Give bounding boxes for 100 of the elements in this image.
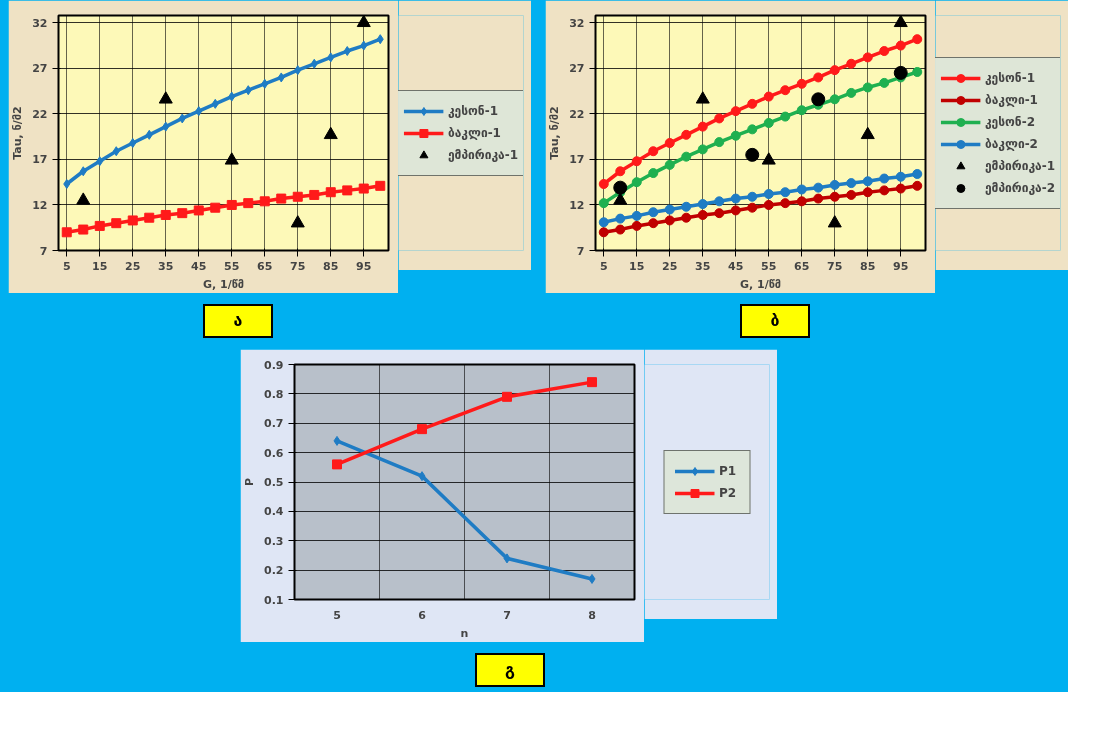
point — [829, 65, 840, 76]
point — [294, 65, 302, 76]
point — [343, 46, 351, 57]
x-tick-label: 45 — [728, 259, 744, 273]
x-tick-label: 35 — [695, 259, 711, 273]
point — [714, 137, 725, 148]
point — [895, 40, 906, 51]
x-tick-label: 5 — [62, 259, 71, 273]
point — [763, 117, 774, 128]
point — [796, 78, 807, 89]
x-tick-label: 45 — [191, 259, 207, 273]
point — [860, 126, 875, 140]
point — [893, 65, 908, 80]
x-tick-label: 85 — [860, 259, 876, 273]
point — [846, 178, 857, 189]
point — [145, 129, 153, 140]
point — [177, 208, 188, 219]
point — [862, 176, 873, 187]
point — [879, 185, 890, 196]
legend-label: კესონ-2 — [984, 114, 1035, 129]
point — [259, 196, 270, 207]
point — [598, 227, 609, 238]
point — [714, 208, 725, 219]
point — [210, 202, 221, 213]
point — [714, 113, 725, 124]
y-tick-label: 7 — [576, 244, 585, 258]
point — [292, 191, 303, 202]
point — [747, 124, 758, 135]
point — [325, 187, 336, 198]
point — [813, 193, 824, 204]
point — [503, 553, 511, 564]
point — [664, 215, 675, 226]
point — [327, 52, 335, 63]
legend-label: ემპირიკა-2 — [984, 180, 1056, 195]
point — [763, 199, 774, 210]
x-tick-label: 75 — [827, 259, 843, 273]
point — [827, 215, 842, 228]
point — [697, 209, 708, 220]
y-tick-label: 22 — [32, 107, 48, 121]
point — [178, 113, 186, 124]
point — [862, 187, 873, 198]
point — [780, 198, 791, 209]
point — [244, 85, 252, 96]
x-tick-label: 25 — [125, 259, 141, 273]
point — [160, 209, 171, 220]
point — [846, 58, 857, 69]
point — [195, 106, 203, 117]
point — [418, 471, 426, 482]
x-tick-label: 55 — [761, 259, 777, 273]
legend-label: P1 — [719, 463, 738, 478]
point — [417, 424, 427, 435]
y-tick-label: 0.6 — [264, 446, 284, 460]
point — [598, 198, 609, 209]
point — [158, 91, 173, 104]
point — [780, 111, 791, 122]
x-tick-label: 15 — [629, 259, 645, 273]
point — [277, 72, 285, 83]
point — [862, 82, 873, 93]
point — [747, 202, 758, 213]
point — [697, 199, 708, 210]
point — [94, 220, 105, 231]
point — [63, 179, 71, 190]
point — [588, 573, 596, 584]
point — [813, 182, 824, 193]
x-tick-label: 35 — [158, 259, 174, 273]
point — [912, 180, 923, 191]
y-axis-title: P — [243, 477, 257, 487]
point — [613, 180, 628, 195]
point — [763, 91, 774, 102]
y-tick-label: 27 — [569, 62, 585, 76]
point — [879, 173, 890, 184]
y-tick-label: 17 — [32, 153, 48, 167]
point — [912, 34, 923, 45]
y-tick-label: 22 — [569, 107, 585, 121]
point — [631, 177, 642, 188]
point — [79, 166, 87, 177]
x-tick-label: 5 — [333, 608, 341, 622]
y-tick-label: 12 — [569, 198, 585, 212]
x-tick-label: 85 — [323, 259, 339, 273]
point — [895, 183, 906, 194]
point — [162, 121, 170, 132]
point — [615, 224, 626, 235]
point — [502, 391, 512, 402]
point — [893, 15, 908, 28]
point — [730, 106, 741, 117]
point — [796, 184, 807, 195]
text: ბ — [770, 310, 780, 332]
point — [747, 98, 758, 109]
point — [587, 377, 597, 388]
x-tick-label: 5 — [599, 259, 608, 273]
legend-label: ბაკლი-1 — [447, 125, 501, 140]
y-tick-label: 12 — [32, 198, 48, 212]
point — [730, 205, 741, 216]
point — [681, 129, 692, 140]
point — [761, 152, 776, 165]
point — [895, 171, 906, 182]
point — [912, 66, 923, 77]
x-tick-label: 6 — [418, 608, 427, 622]
point — [714, 196, 725, 207]
y-tick-label: 7 — [39, 244, 48, 258]
